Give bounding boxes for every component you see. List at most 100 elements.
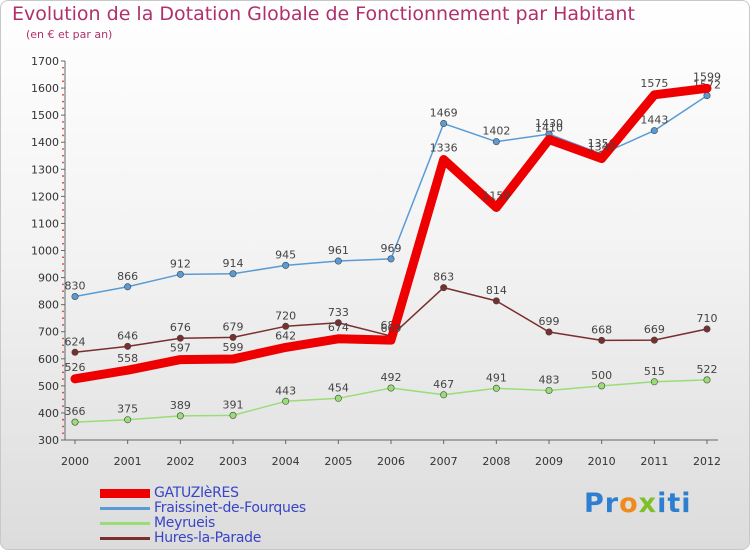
y-tick-label: 1500 [31, 109, 59, 122]
y-minor-tick [62, 283, 64, 286]
data-label: 492 [381, 371, 402, 384]
x-tick-label: 2005 [324, 455, 352, 468]
y-minor-tick [62, 378, 64, 380]
data-point [334, 319, 342, 327]
legend-label: Hures-la-Parade [154, 530, 262, 546]
y-minor-tick [62, 256, 64, 259]
data-point [598, 336, 606, 344]
legend-label: GATUZIèRES [154, 485, 239, 501]
chart-title: Evolution de la Dotation Globale de Fonc… [12, 3, 635, 25]
legend-swatch [100, 537, 150, 540]
data-point [176, 270, 184, 278]
legend-item: GATUZIèRES [100, 485, 340, 501]
data-point [440, 284, 448, 292]
y-tick-label: 1600 [31, 82, 59, 95]
data-point [334, 394, 342, 402]
data-label: 467 [433, 378, 454, 391]
data-point [703, 376, 711, 384]
legend-label: Fraissinet-de-Fourques [154, 500, 306, 516]
y-minor-tick [62, 296, 64, 299]
data-label: 1336 [430, 142, 458, 155]
x-tick-label: 2008 [482, 455, 510, 468]
y-minor-tick [62, 154, 64, 157]
data-point [176, 334, 184, 342]
y-minor-tick [62, 391, 64, 394]
data-label: 375 [117, 403, 138, 416]
data-label: 668 [591, 323, 612, 336]
data-label: 866 [117, 270, 138, 283]
y-minor-tick [62, 364, 64, 367]
data-point [176, 412, 184, 420]
y-minor-tick [62, 215, 64, 218]
data-label: 912 [170, 257, 191, 270]
y-minor-tick [62, 107, 64, 110]
y-tick-label: 400 [38, 407, 59, 420]
x-tick-label: 2004 [272, 455, 300, 468]
legend-swatch [100, 489, 150, 498]
data-label: 830 [65, 280, 86, 293]
x-tick-label: 2002 [166, 455, 194, 468]
data-label: 1410 [535, 122, 563, 135]
x-tick-label: 2001 [114, 455, 142, 468]
y-minor-tick [62, 66, 64, 69]
data-point [124, 416, 132, 424]
data-point [124, 342, 132, 350]
data-point [71, 418, 79, 426]
data-point [650, 378, 658, 386]
y-minor-tick [62, 236, 64, 238]
data-point [598, 382, 606, 390]
y-minor-tick [62, 80, 64, 83]
y-minor-tick [62, 351, 64, 353]
y-tick-label: 500 [38, 380, 59, 393]
data-point [124, 283, 132, 291]
data-label: 699 [539, 315, 560, 328]
chart-subtitle: (en € et par an) [26, 28, 113, 41]
data-label: 1402 [482, 125, 510, 138]
y-minor-tick [62, 398, 64, 401]
data-point [492, 384, 500, 392]
y-minor-tick [62, 93, 64, 96]
y-minor-tick [62, 148, 64, 150]
y-tick-label: 600 [38, 353, 59, 366]
data-point [650, 336, 658, 344]
y-minor-tick [62, 263, 64, 265]
data-label: 969 [381, 242, 402, 255]
x-tick-label: 2012 [693, 455, 721, 468]
y-tick-label: 300 [38, 434, 59, 447]
data-label: 710 [697, 312, 718, 325]
y-minor-tick [62, 73, 64, 76]
x-tick-label: 2006 [377, 455, 405, 468]
data-label: 526 [65, 361, 86, 374]
data-point [282, 397, 290, 405]
legend: GATUZIèRES Fraissinet-de-Fourques Meyrueis… [100, 485, 340, 546]
data-label: 558 [117, 352, 138, 365]
y-minor-tick [62, 134, 64, 137]
y-minor-tick [62, 127, 64, 130]
legend-swatch [100, 522, 150, 525]
y-tick-label: 900 [38, 272, 59, 285]
proxiti-logo: Proxiti [584, 488, 692, 519]
x-tick-label: 2000 [61, 455, 89, 468]
legend-item: Meyrueis [100, 515, 340, 531]
legend-label: Meyrueis [154, 515, 216, 531]
data-point [387, 384, 395, 392]
data-point [650, 127, 658, 135]
data-label: 391 [223, 398, 244, 411]
y-tick-label: 1400 [31, 136, 59, 149]
data-label: 1159 [482, 189, 510, 202]
y-minor-tick [62, 371, 64, 374]
y-minor-tick [62, 337, 64, 340]
data-label: 491 [486, 371, 507, 384]
series-line-gatuzi-res [70, 83, 712, 384]
y-minor-tick [62, 324, 64, 326]
data-label: 679 [223, 320, 244, 333]
legend-swatch [100, 507, 150, 510]
data-point [387, 255, 395, 263]
y-tick-label: 1200 [31, 190, 59, 203]
data-label: 674 [328, 321, 349, 334]
data-label: 961 [328, 244, 349, 257]
data-point [71, 348, 79, 356]
y-minor-tick [62, 405, 64, 408]
data-label: 863 [433, 271, 454, 284]
